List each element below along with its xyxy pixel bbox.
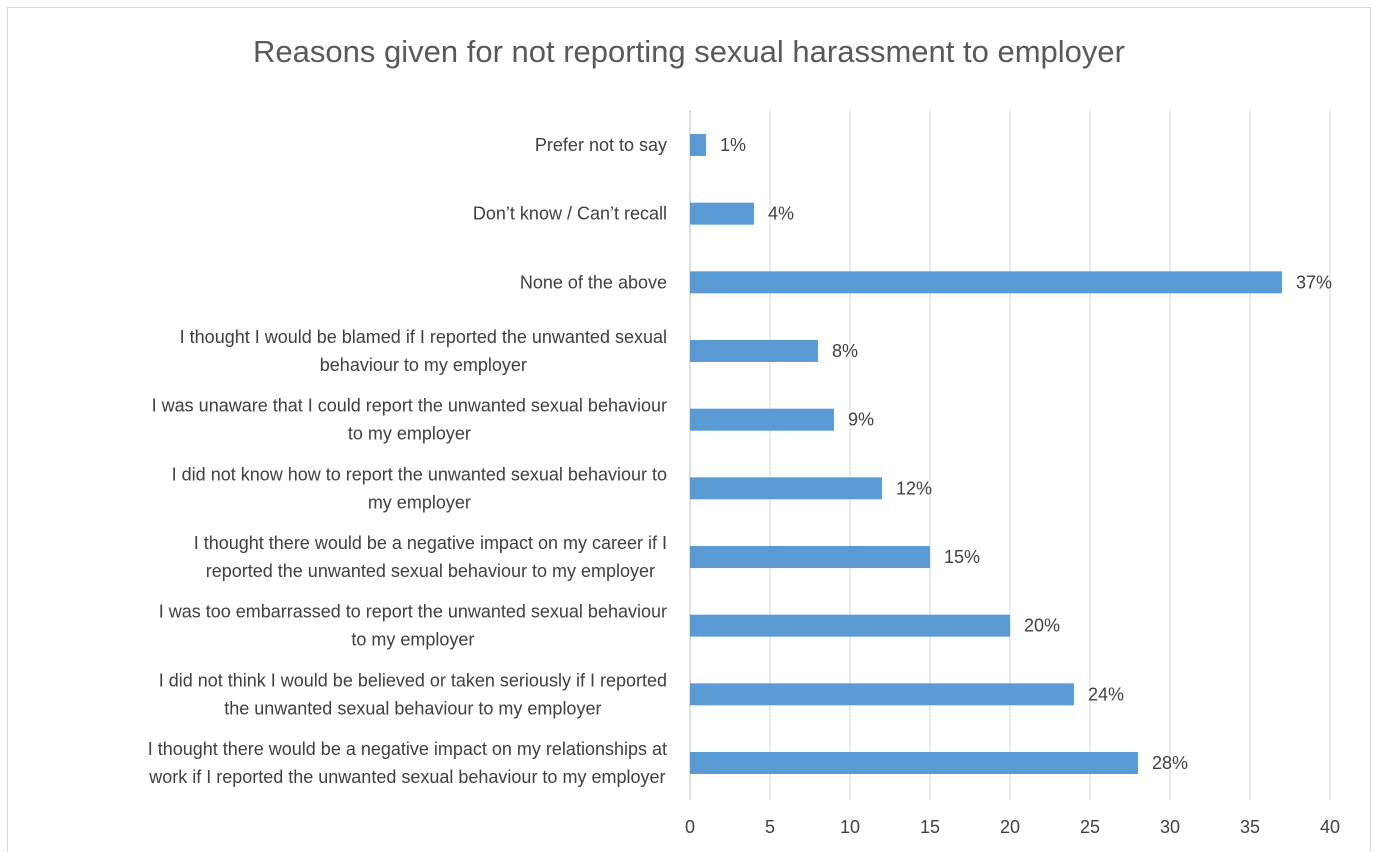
x-tick-label: 10	[840, 817, 860, 837]
category-label-line: I thought there would be a negative impa…	[148, 739, 667, 759]
bar	[690, 134, 706, 156]
bar	[690, 614, 1010, 637]
category-label-line: my employer	[368, 492, 471, 512]
category-label: None of the above	[520, 272, 667, 292]
category-label-line: I thought I would be blamed if I reporte…	[180, 327, 667, 347]
category-label: I was too embarrassed to report the unwa…	[159, 602, 667, 650]
bar	[690, 340, 818, 362]
x-tick-label: 0	[685, 817, 695, 837]
bar	[690, 752, 1138, 774]
bar	[690, 271, 1282, 294]
category-label: I thought I would be blamed if I reporte…	[180, 327, 667, 375]
data-label: 24%	[1088, 684, 1124, 704]
category-label: I did not think I would be believed or t…	[159, 670, 667, 718]
bar	[690, 202, 754, 225]
category-label-line: I did not think I would be believed or t…	[159, 670, 667, 690]
category-label-line: to my employer	[348, 424, 471, 444]
category-label: Prefer not to say	[535, 135, 667, 155]
category-label-line: I thought there would be a negative impa…	[194, 533, 667, 553]
category-label: I did not know how to report the unwante…	[172, 464, 667, 512]
chart-frame	[7, 7, 1371, 852]
bar	[690, 546, 930, 568]
x-tick-label: 35	[1240, 817, 1260, 837]
x-tick-label: 25	[1080, 817, 1100, 837]
data-label: 9%	[848, 410, 874, 430]
chart-title: Reasons given for not reporting sexual h…	[253, 34, 1125, 69]
x-tick-label: 15	[920, 817, 940, 837]
category-label-line: Don’t know / Can’t recall	[473, 204, 667, 224]
data-label: 1%	[720, 135, 746, 155]
category-label-line: I was unaware that I could report the un…	[152, 396, 667, 416]
category-label-line: to my employer	[351, 630, 474, 650]
data-label: 20%	[1024, 616, 1060, 636]
bar	[690, 683, 1074, 706]
category-label-line: the unwanted sexual behaviour to my empl…	[224, 698, 601, 718]
category-label-line: work if I reported the unwanted sexual b…	[148, 767, 665, 787]
category-label-line: I was too embarrassed to report the unwa…	[159, 602, 667, 622]
category-label-line: behaviour to my employer	[320, 355, 527, 375]
data-label: 8%	[832, 341, 858, 361]
x-tick-label: 40	[1320, 817, 1340, 837]
x-tick-label: 5	[765, 817, 775, 837]
category-label-line: reported the unwanted sexual behaviour t…	[206, 561, 655, 581]
bar	[690, 408, 834, 431]
category-label-line: I did not know how to report the unwante…	[172, 464, 667, 484]
data-label: 4%	[768, 204, 794, 224]
category-label-line: None of the above	[520, 272, 667, 292]
data-label: 37%	[1296, 272, 1332, 292]
category-label: I thought there would be a negative impa…	[194, 533, 667, 581]
bar	[690, 477, 882, 500]
data-label: 12%	[896, 478, 932, 498]
category-label: I thought there would be a negative impa…	[148, 739, 667, 787]
data-label: 28%	[1152, 753, 1188, 773]
category-label-line: Prefer not to say	[535, 135, 667, 155]
x-tick-label: 30	[1160, 817, 1180, 837]
category-label: I was unaware that I could report the un…	[152, 396, 667, 444]
x-tick-label: 20	[1000, 817, 1020, 837]
category-label: Don’t know / Can’t recall	[473, 204, 667, 224]
data-label: 15%	[944, 547, 980, 567]
